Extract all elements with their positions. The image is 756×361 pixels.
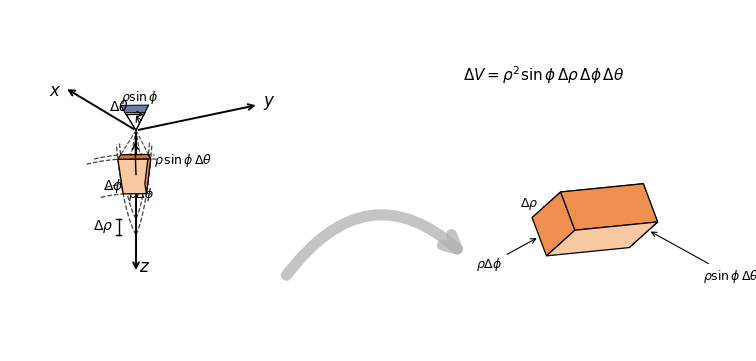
Text: $\Delta\rho$: $\Delta\rho$ <box>520 196 564 212</box>
Text: $y$: $y$ <box>263 94 276 112</box>
Text: $\rho\sin\phi$: $\rho\sin\phi$ <box>121 88 159 106</box>
Text: $\Delta\theta$: $\Delta\theta$ <box>109 100 129 114</box>
Text: $\Delta V = \rho^2\sin\phi\,\Delta\rho\,\Delta\phi\,\Delta\theta$: $\Delta V = \rho^2\sin\phi\,\Delta\rho\,… <box>463 64 624 86</box>
Text: $\rho\,\sin\phi\,\Delta\theta$: $\rho\,\sin\phi\,\Delta\theta$ <box>154 152 212 169</box>
Polygon shape <box>118 155 150 159</box>
Text: $\Delta\phi$: $\Delta\phi$ <box>103 177 123 195</box>
Text: $\Delta\rho$: $\Delta\rho$ <box>93 218 113 235</box>
Polygon shape <box>532 192 575 256</box>
Polygon shape <box>121 155 148 184</box>
Polygon shape <box>547 222 658 256</box>
Text: $x$: $x$ <box>48 82 61 100</box>
Polygon shape <box>118 159 150 194</box>
Polygon shape <box>145 155 150 193</box>
Text: $\rho\Delta\phi$: $\rho\Delta\phi$ <box>128 186 154 203</box>
Polygon shape <box>532 184 643 218</box>
Text: $\rho\sin\phi\,\Delta\theta$: $\rho\sin\phi\,\Delta\theta$ <box>652 232 756 284</box>
Polygon shape <box>615 184 658 248</box>
FancyArrowPatch shape <box>287 215 457 275</box>
Polygon shape <box>121 105 148 113</box>
Text: $\rho\Delta\phi$: $\rho\Delta\phi$ <box>476 239 536 273</box>
Text: $z$: $z$ <box>139 258 150 275</box>
Polygon shape <box>561 184 658 230</box>
